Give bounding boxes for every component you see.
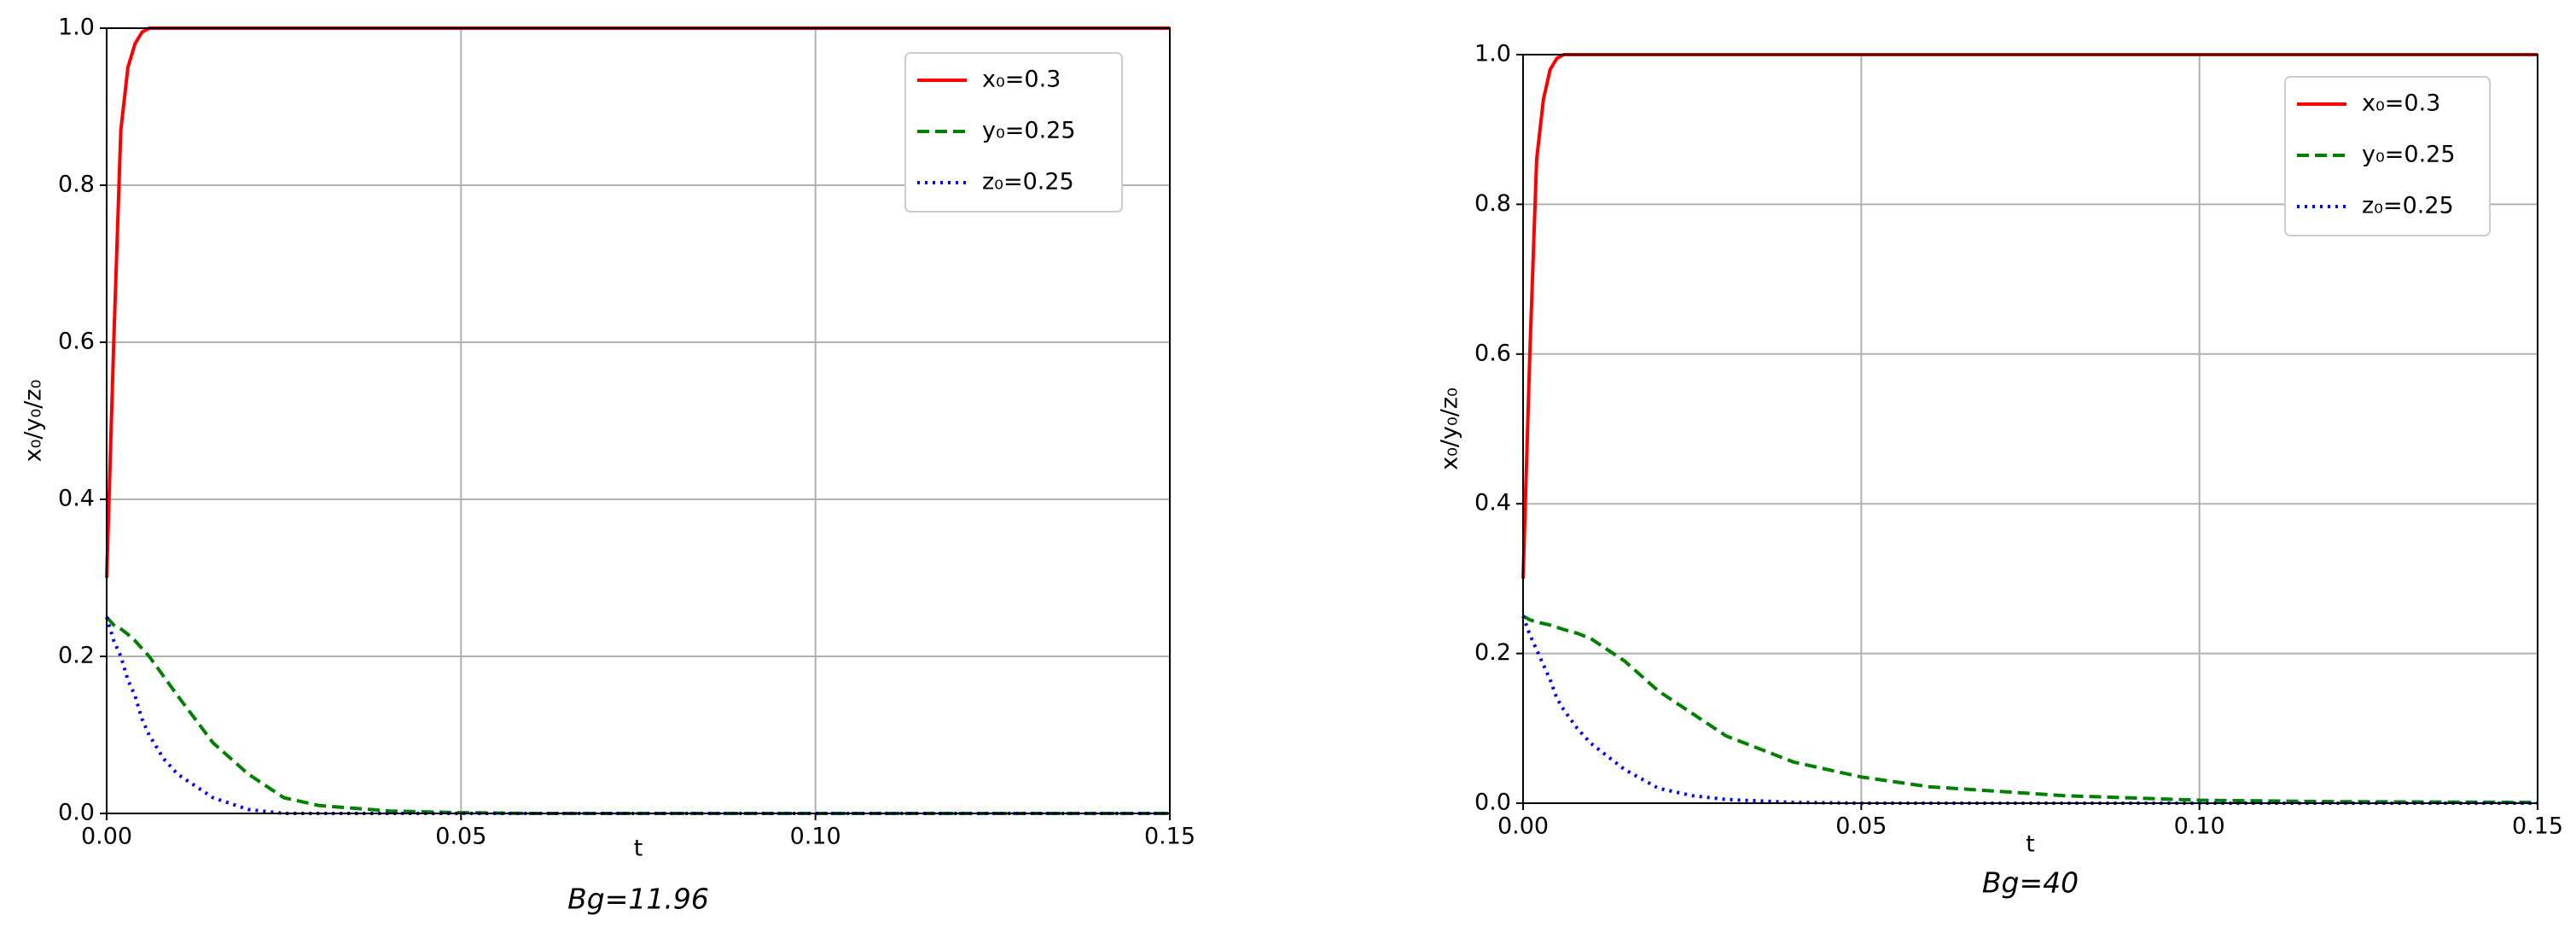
y-tick-label: 0.8: [1474, 190, 1511, 217]
y-tick-label: 0.2: [1474, 639, 1511, 666]
x-axis-label: t: [634, 836, 643, 862]
y-tick-label: 0.8: [58, 172, 95, 198]
y-tick-label: 0.6: [58, 329, 95, 355]
legend-label: x₀=0.3: [982, 67, 1061, 93]
x-tick-label: 0.05: [1835, 813, 1887, 840]
x-tick-label: 0.00: [1497, 813, 1549, 840]
y-tick-label: 0.0: [1474, 790, 1511, 816]
x-tick-label: 0.00: [81, 824, 132, 850]
y-tick-label: 1.0: [1474, 41, 1511, 67]
x-tick-label: 0.10: [2174, 813, 2225, 840]
y-tick-label: 0.2: [58, 643, 95, 669]
y-axis-label: x₀/y₀/z₀: [20, 380, 47, 463]
data-line: [105, 615, 1170, 815]
legend-label: y₀=0.25: [2362, 142, 2456, 168]
y-tick-label: 0.6: [1474, 340, 1511, 366]
caption: Bg=40: [1982, 866, 2079, 900]
plot-frame: [1522, 54, 2538, 804]
data-line: [1522, 615, 2538, 805]
legend-box: [904, 52, 1123, 213]
data-line: [105, 616, 1170, 815]
x-tick-label: 0.10: [790, 824, 841, 850]
legend-label: x₀=0.3: [2362, 90, 2440, 117]
x-tick-label: 0.15: [2512, 813, 2563, 840]
y-tick-label: 0.4: [1474, 490, 1511, 516]
caption: Bg=11.96: [567, 883, 709, 916]
y-tick-label: 0.4: [58, 486, 95, 512]
y-tick-label: 1.0: [58, 15, 95, 41]
legend-box: [2284, 76, 2491, 236]
y-axis-label: x₀/y₀/z₀: [1437, 388, 1463, 470]
x-tick-label: 0.05: [435, 824, 486, 850]
legend-label: z₀=0.25: [982, 169, 1074, 195]
y-tick-label: 0.0: [58, 800, 95, 826]
plot-frame: [106, 27, 1171, 814]
data-line: [1521, 615, 2538, 805]
legend-label: z₀=0.25: [2362, 193, 2454, 219]
legend-label: y₀=0.25: [982, 118, 1076, 144]
x-axis-label: t: [2026, 831, 2035, 858]
x-tick-label: 0.15: [1144, 824, 1195, 850]
